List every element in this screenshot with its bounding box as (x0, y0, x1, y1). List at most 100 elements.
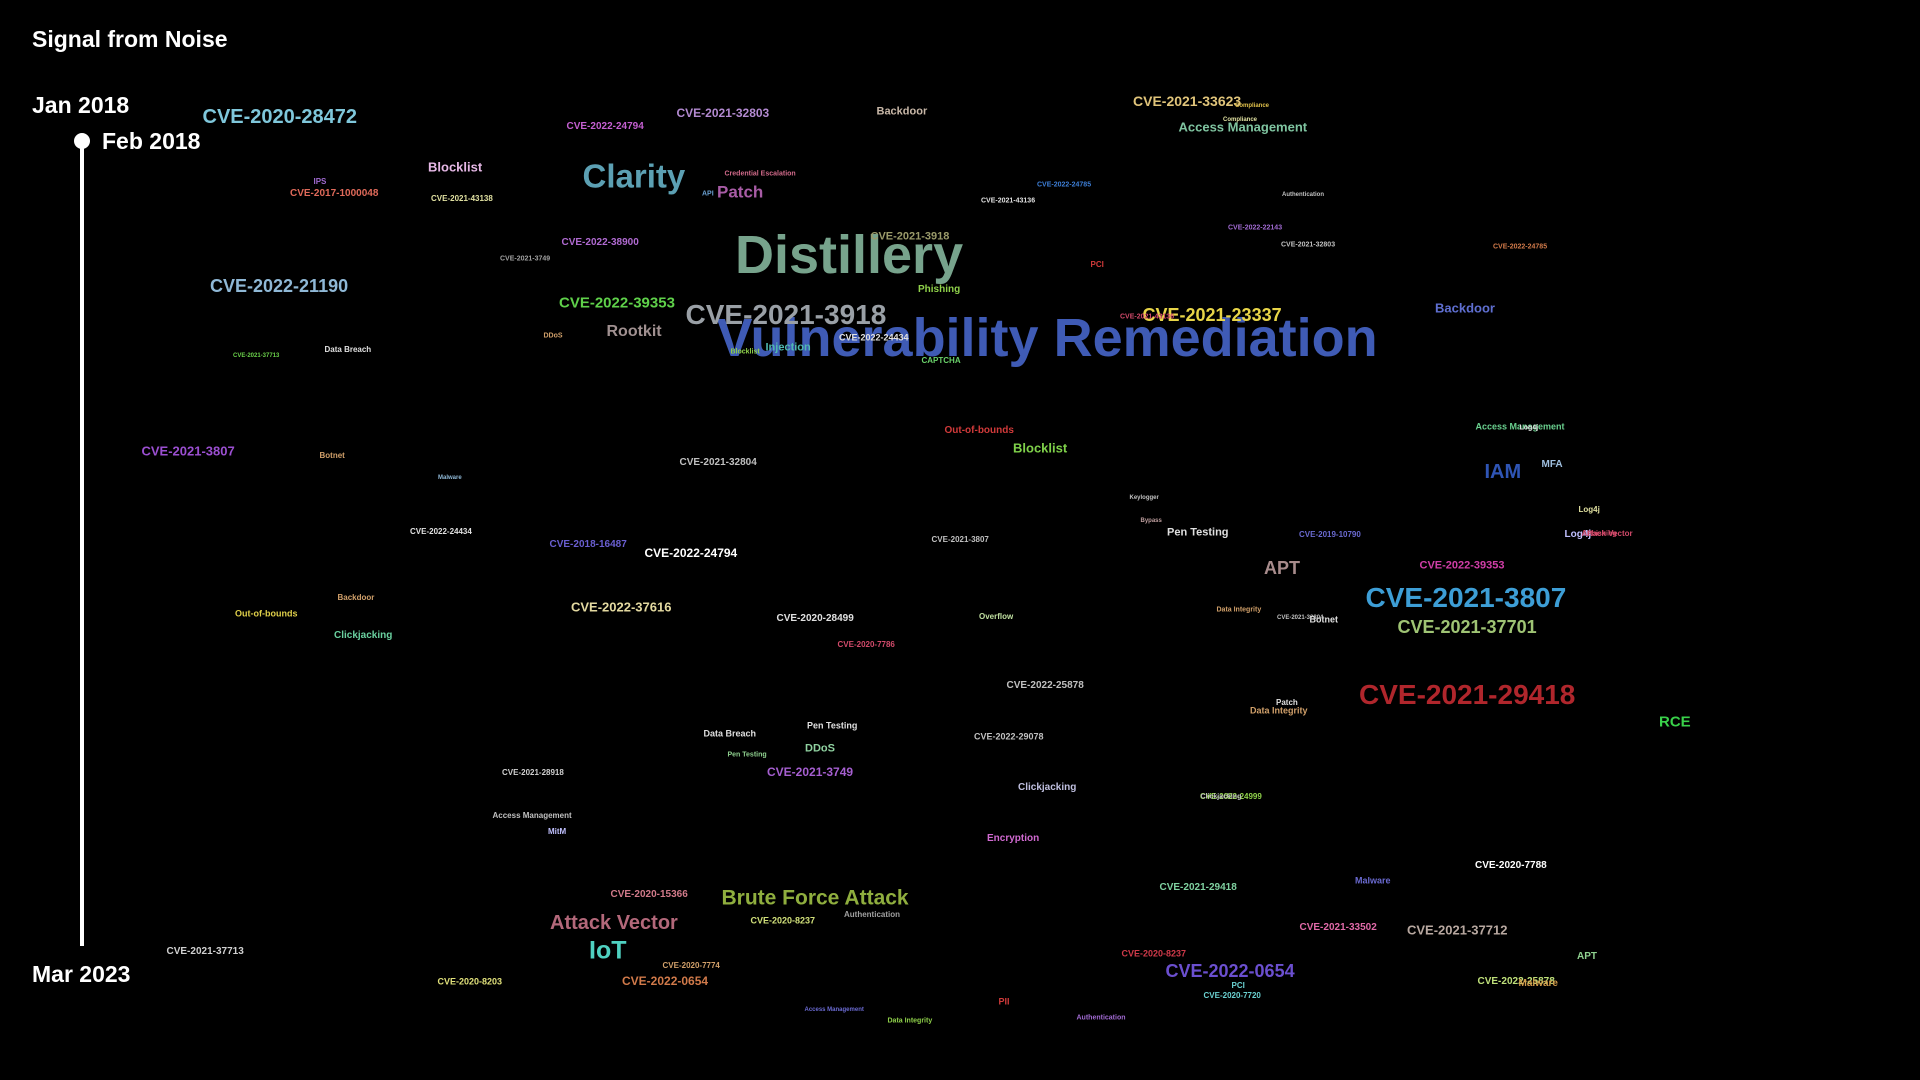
cloud-word[interactable]: CVE-2021-3807 (141, 443, 235, 459)
cloud-word[interactable]: Credential Escalation (724, 170, 796, 178)
cloud-word[interactable]: CVE-2021-32803 (676, 106, 770, 120)
cloud-word[interactable]: Authentication (1076, 1014, 1126, 1022)
cloud-word[interactable]: CVE-2022-24794 (644, 546, 738, 560)
cloud-word[interactable]: Pen Testing (727, 751, 767, 759)
cloud-word[interactable]: CVE-2020-8237 (1121, 948, 1187, 959)
cloud-word[interactable]: Patch (1276, 698, 1298, 707)
cloud-word[interactable]: PCI (1231, 981, 1245, 990)
cloud-word[interactable]: CAPTCHA (921, 356, 961, 365)
cloud-word[interactable]: CVE-2022-29078 (974, 731, 1044, 742)
cloud-word[interactable]: Clickjacking (1018, 782, 1077, 793)
cloud-word[interactable]: Attack Vector (1581, 529, 1633, 538)
cloud-word[interactable]: Log4j (1564, 529, 1592, 540)
cloud-word[interactable]: Phishing (1587, 530, 1617, 538)
cloud-word[interactable]: CVE-2021-32804 (679, 457, 757, 468)
cloud-word[interactable]: Encryption (987, 833, 1040, 844)
cloud-word[interactable]: Data Integrity (1250, 705, 1308, 716)
cloud-word[interactable]: Clickjacking (334, 630, 393, 641)
cloud-word[interactable]: Authentication (1282, 192, 1324, 198)
cloud-word[interactable]: Distillery (735, 225, 964, 285)
cloud-word[interactable]: CVE-2020-8203 (437, 976, 503, 987)
cloud-word[interactable]: CVE-2022-39353 (559, 294, 675, 312)
cloud-word[interactable]: Injection (765, 341, 811, 354)
cloud-word[interactable]: CVE-2022-24434 (410, 527, 472, 536)
cloud-word[interactable]: CVE-2022-0654 (1165, 961, 1295, 981)
cloud-word[interactable]: CVE-2022-22143 (1228, 224, 1283, 232)
cloud-word[interactable]: CVE-2021-29418 (1359, 679, 1576, 710)
cloud-word[interactable]: CVE-2020-28499 (776, 613, 854, 624)
cloud-word[interactable]: CVE-2021-28918 (502, 768, 564, 777)
timeline-handle[interactable] (74, 133, 90, 149)
cloud-word[interactable]: Compliance (1223, 117, 1258, 123)
cloud-word[interactable]: Rootkit (606, 323, 662, 340)
cloud-word[interactable]: Pen Testing (1167, 526, 1229, 539)
cloud-word[interactable]: Pen Testing (807, 720, 858, 731)
cloud-word[interactable]: CVE-2021-23337 (1142, 305, 1282, 325)
cloud-word[interactable]: CVE-2017-1000048 (290, 188, 379, 199)
cloud-word[interactable]: Access Management (1475, 421, 1565, 432)
cloud-word[interactable]: Attack Vector (550, 912, 678, 934)
cloud-word[interactable]: CVE-2020-15366 (610, 889, 688, 900)
cloud-word[interactable]: CVE-2021-37713 (233, 353, 280, 359)
cloud-word[interactable]: CVE-2022-21190 (210, 276, 349, 296)
cloud-word[interactable]: Bypass (1140, 518, 1162, 524)
cloud-word[interactable]: Blocklist (428, 159, 483, 175)
cloud-word[interactable]: CVE-2020-7774 (662, 961, 720, 970)
cloud-word[interactable]: CVE-2022-25878 (1006, 680, 1084, 691)
cloud-word[interactable]: MitM (548, 827, 567, 836)
cloud-word[interactable]: PCI (1090, 260, 1104, 269)
cloud-word[interactable]: CVE-2021-37712 (1407, 922, 1508, 938)
cloud-word[interactable]: APT (1577, 951, 1597, 962)
cloud-word[interactable]: Out-of-bounds (235, 608, 298, 619)
cloud-word[interactable]: Overflow (979, 612, 1014, 621)
cloud-word[interactable]: Clarity (582, 157, 686, 195)
cloud-word[interactable]: CVE-2020-8237 (750, 915, 816, 926)
cloud-word[interactable]: Backdoor (876, 105, 928, 118)
cloud-word[interactable]: CVE-2021-43136 (1120, 313, 1175, 321)
cloud-word[interactable]: CVE-2021-3749 (767, 765, 854, 779)
cloud-word[interactable]: Malware (438, 475, 462, 481)
cloud-word[interactable]: CVE-2022-0654 (622, 974, 709, 988)
cloud-word[interactable]: CVE-2020-7720 (1203, 991, 1261, 1000)
cloud-word[interactable]: DDoS (543, 332, 563, 340)
cloud-word[interactable]: CVE-2021-3807 (1365, 582, 1567, 613)
cloud-word[interactable]: CVE-2021-3807 (931, 535, 989, 544)
cloud-word[interactable]: CVE-2021-3918 (685, 299, 887, 330)
cloud-word[interactable]: CVE-2021-33623 (1133, 93, 1242, 109)
cloud-word[interactable]: DDoS (805, 742, 835, 755)
cloud-word[interactable]: CVE-2022-25878 (1477, 976, 1555, 987)
cloud-word[interactable]: CVE-2022-38900 (561, 237, 639, 248)
cloud-word[interactable]: CVE-2019-10790 (1299, 530, 1361, 539)
cloud-word[interactable]: Data Integrity (1216, 606, 1262, 614)
cloud-word[interactable]: CVE-2020-7786 (837, 640, 895, 649)
cloud-word[interactable]: Data Integrity (887, 1017, 933, 1025)
cloud-word[interactable]: Blocklist (730, 348, 760, 356)
cloud-word[interactable]: Phishing (918, 284, 961, 295)
cloud-word[interactable]: IoT (589, 936, 627, 965)
cloud-word[interactable]: CVE-2018-16487 (549, 539, 627, 550)
cloud-word[interactable]: API (702, 190, 714, 198)
cloud-word[interactable]: IAM (1484, 461, 1522, 483)
cloud-word[interactable]: CVE-2022-39353 (1419, 559, 1505, 572)
cloud-word[interactable]: CVE-2022-24785 (1493, 243, 1548, 251)
cloud-word[interactable]: CVE-2021-37713 (166, 946, 244, 957)
cloud-word[interactable]: Backdoor (337, 593, 375, 602)
cloud-word[interactable]: Patch (717, 182, 764, 202)
cloud-word[interactable]: APT (1264, 558, 1300, 578)
cloud-word[interactable]: Access Management (492, 811, 572, 820)
cloud-word[interactable]: CVE-2022-24785 (1037, 181, 1092, 189)
cloud-word[interactable]: Access Management (804, 1007, 864, 1013)
cloud-word[interactable]: CVE-2020-28472 (202, 106, 358, 128)
timeline-track[interactable] (80, 140, 84, 946)
cloud-word[interactable]: CVE-2020-7788 (1475, 860, 1547, 871)
cloud-word[interactable]: CVE-2021-43138 (431, 194, 493, 203)
cloud-word[interactable]: Log4j (1519, 424, 1539, 432)
cloud-word[interactable]: IPS (313, 177, 327, 186)
cloud-word[interactable]: CVE-2021-32803 (1281, 241, 1336, 249)
cloud-word[interactable]: CVE-2022-24434 (839, 332, 909, 343)
cloud-word[interactable]: Brute Force Attack (721, 886, 909, 910)
cloud-word[interactable]: CVE-2021-3918 (870, 230, 950, 243)
cloud-word[interactable]: Backdoor (1435, 300, 1495, 316)
cloud-word[interactable]: CVE-2022-37616 (571, 599, 672, 615)
cloud-word[interactable]: Compliance (1235, 103, 1270, 109)
